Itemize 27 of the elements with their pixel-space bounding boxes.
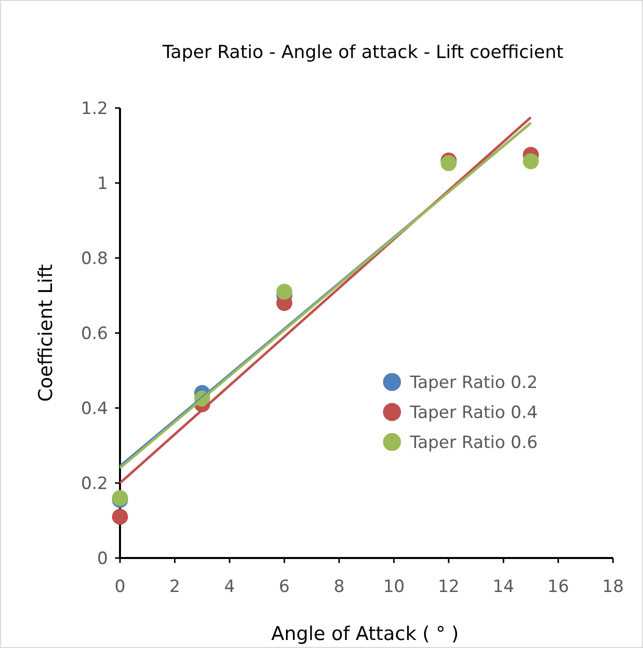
y-tick-label: 0 [97,548,108,569]
y-tick-label: 0.2 [80,474,108,494]
y-tick-label: 1.2 [80,98,108,119]
x-tick-label: 0 [114,577,126,597]
x-tick-label: 8 [334,577,345,597]
point [522,153,539,170]
x-tick-label: 12 [438,577,460,597]
x-tick-label: 18 [602,577,624,597]
x-tick-label: 4 [224,577,235,597]
y-tick-label: 1 [97,174,108,194]
chart-title: Taper Ratio - Angle of attack - Lift coefficient [162,42,564,63]
x-tick-label: 6 [278,577,290,597]
y-tick-label: 0.8 [80,248,108,269]
x-axis-title: Angle of Attack ( ° ) [271,623,459,645]
point [276,284,292,300]
x-tick-label: 10 [383,577,405,597]
y-axis-title: Coefficient Lift [35,264,57,402]
y-tick-label: 0.4 [80,398,108,419]
y-tick-label: 0.6 [80,324,108,344]
legend-label: Taper Ratio 0.4 [409,402,538,423]
legend-label: Taper Ratio 0.6 [409,432,538,453]
x-tick-label: 14 [492,577,514,597]
point [112,508,128,525]
point [440,155,457,172]
legend-label: Taper Ratio 0.2 [409,372,538,393]
x-tick-label: 16 [547,577,570,597]
x-tick-label: 2 [169,577,180,597]
